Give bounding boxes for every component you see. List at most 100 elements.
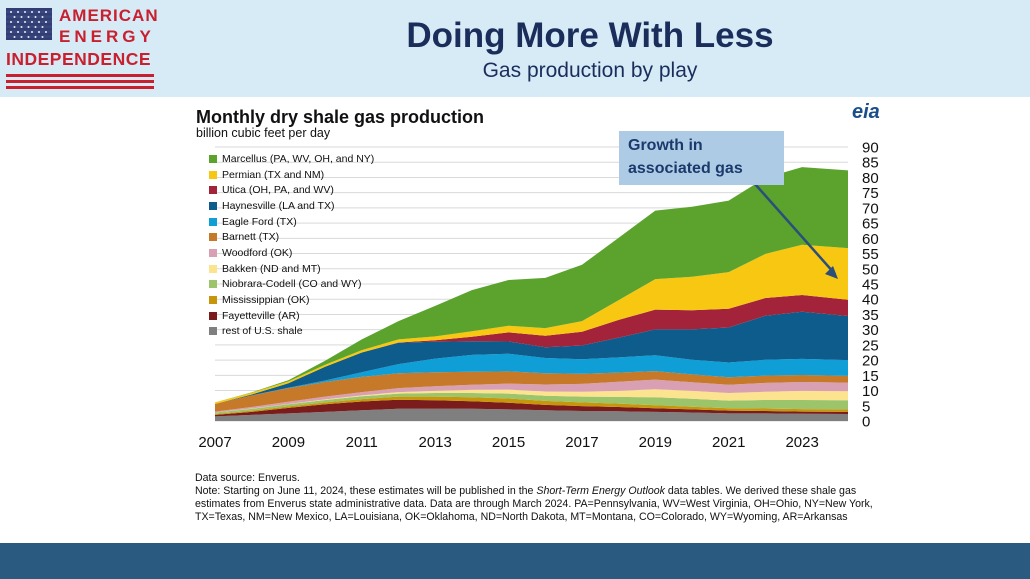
x-tick-label: 2017: [565, 434, 598, 451]
x-tick-label: 2011: [346, 434, 378, 451]
callout-box: Growth in associated gas: [619, 131, 784, 185]
chart-legend: Marcellus (PA, WV, OH, and NY) Permian (T…: [209, 151, 374, 339]
legend-swatch: [209, 233, 217, 242]
legend-item: Haynesville (LA and TX): [209, 198, 374, 214]
chart-unit-label: billion cubic feet per day: [196, 126, 331, 140]
x-tick-label: 2023: [785, 434, 818, 451]
note-text-part-1: Note: Starting on June 11, 2024, these e…: [195, 485, 537, 497]
area-eagle: [215, 353, 848, 404]
chart-areas: [215, 167, 848, 421]
legend-item: Bakken (ND and MT): [209, 261, 374, 277]
legend-swatch: [209, 154, 217, 163]
legend-item: Mississippian (OK): [209, 292, 374, 308]
area-niobrara-codell: [215, 393, 848, 414]
legend-swatch: [209, 248, 217, 257]
callout-arrow: [754, 183, 836, 275]
american-energy-independence-logo: AMERICAN ENERGY INDEPENDENCE: [6, 6, 159, 94]
legend-item: rest of U.S. shale: [209, 324, 374, 340]
y-tick-label: 50: [862, 261, 879, 278]
y-tick-label: 75: [862, 185, 879, 202]
legend-label: Bakken (ND and MT): [222, 262, 321, 275]
y-tick-label: 15: [862, 368, 879, 385]
chart-notes: Data source: Enverus. Note: Starting on …: [195, 472, 895, 524]
y-tick-label: 80: [862, 170, 879, 187]
area-marcellus: [215, 167, 848, 403]
legend-item: Niobrara-Codell (CO and WY): [209, 277, 374, 293]
logo-text-energy: ENERGY: [59, 27, 155, 46]
x-tick-label: 2015: [492, 434, 525, 451]
area-barnett: [215, 371, 848, 412]
legend-label: Woodford (OK): [222, 246, 293, 259]
page-title: Doing More With Less: [406, 16, 774, 55]
x-tick-label: 2013: [418, 434, 451, 451]
legend-swatch: [209, 201, 217, 210]
x-tick-label: 2019: [639, 434, 672, 451]
x-tick-label: 2007: [198, 434, 231, 451]
legend-swatch: [209, 327, 217, 336]
legend-label: Barnett (TX): [222, 231, 280, 244]
y-tick-label: 25: [862, 337, 879, 354]
y-tick-label: 5: [862, 398, 870, 415]
x-tick-label: 2021: [712, 434, 745, 451]
y-tick-label: 30: [862, 322, 879, 339]
logo-stripes: [6, 74, 154, 92]
note-text-part-2: data tables. We derived these shale gas …: [195, 485, 873, 523]
legend-label: Niobrara-Codell (CO and WY): [222, 278, 362, 291]
y-tick-label: 35: [862, 307, 879, 324]
area-bakken: [215, 389, 848, 413]
legend-swatch: [209, 280, 217, 289]
header-banner: AMERICAN ENERGY INDEPENDENCE Doing More …: [0, 0, 1030, 97]
legend-swatch: [209, 296, 217, 305]
legend-item: Fayetteville (AR): [209, 308, 374, 324]
logo-text-independence: INDEPENDENCE: [6, 49, 152, 69]
y-tick-label: 65: [862, 216, 879, 233]
y-tick-label: 55: [862, 246, 879, 263]
area-haynesville: [215, 311, 848, 404]
area-woodford: [215, 379, 848, 413]
page-subtitle: Gas production by play: [482, 59, 698, 82]
eia-logo: eia: [852, 101, 880, 123]
y-tick-label: 90: [862, 140, 879, 157]
us-flag-icon: [6, 8, 52, 40]
area-utica: [215, 295, 848, 404]
callout-line-1: Growth in: [628, 137, 703, 154]
legend-item: Woodford (OK): [209, 245, 374, 261]
legend-item: Barnett (TX): [209, 229, 374, 245]
legend-label: Haynesville (LA and TX): [222, 199, 335, 212]
y-tick-label: 0: [862, 414, 870, 431]
legend-item: Eagle Ford (TX): [209, 214, 374, 230]
chart-title: Monthly dry shale gas production: [196, 107, 485, 127]
callout-line-2: associated gas: [628, 160, 743, 177]
legend-label: Fayetteville (AR): [222, 309, 300, 322]
y-tick-label: 60: [862, 231, 879, 248]
legend-swatch: [209, 264, 217, 273]
legend-swatch: [209, 217, 217, 226]
x-axis-ticks: 2007 2009 2011 2013 2015 2017 2019 2021 2023: [198, 434, 819, 451]
y-tick-label: 45: [862, 277, 879, 294]
area-fayetteville: [215, 399, 848, 417]
legend-swatch: [209, 170, 217, 179]
area-rest: [215, 408, 848, 421]
area-mississippian: [215, 396, 848, 415]
legend-item: Utica (OH, PA, and WV): [209, 182, 374, 198]
x-tick-label: 2009: [272, 434, 305, 451]
y-tick-label: 85: [862, 155, 879, 172]
legend-label: Permian (TX and NM): [222, 168, 325, 181]
legend-label: rest of U.S. shale: [222, 325, 303, 338]
legend-swatch: [209, 186, 217, 195]
data-source-text: Data source: Enverus.: [195, 472, 300, 484]
footer-bar: [0, 543, 1030, 579]
logo-text-american: AMERICAN: [59, 6, 159, 25]
y-tick-label: 70: [862, 200, 879, 217]
y-tick-label: 10: [862, 383, 879, 400]
note-text: Note: Starting on June 11, 2024, these e…: [195, 485, 895, 524]
legend-label: Utica (OH, PA, and WV): [222, 184, 334, 197]
legend-swatch: [209, 311, 217, 320]
legend-label: Mississippian (OK): [222, 294, 310, 307]
y-tick-label: 40: [862, 292, 879, 309]
legend-label: Eagle Ford (TX): [222, 215, 297, 228]
legend-item: Marcellus (PA, WV, OH, and NY): [209, 151, 374, 167]
callout-arrow-head: [825, 266, 838, 279]
